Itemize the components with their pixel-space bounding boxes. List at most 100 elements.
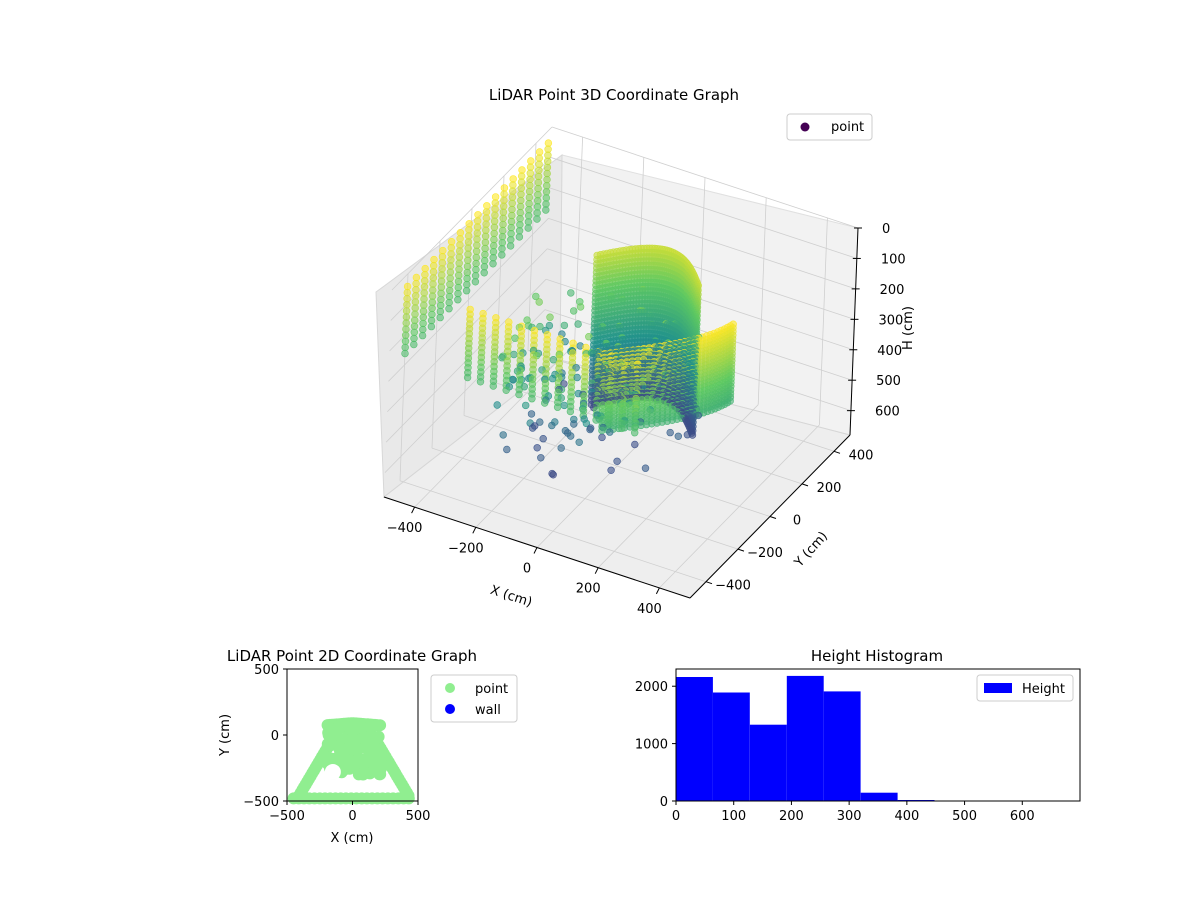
point-marker [430,262,438,270]
point-marker [490,241,498,250]
point-marker [517,184,525,192]
point-marker [427,316,436,325]
point-marker [516,215,524,223]
point-marker [544,139,553,147]
x-tick-label-hist: 0 [672,809,680,824]
point-marker [498,232,507,241]
point-marker [482,208,491,216]
point-marker [535,148,544,156]
point-marker [535,160,543,168]
point-marker [430,255,438,264]
x-tick-label-3d: 200 [576,582,601,597]
y-tick-label-3d: 200 [817,481,842,496]
point-marker [476,378,485,386]
point-marker [533,444,541,452]
x-tick-label-hist: 400 [894,809,919,824]
point-marker [502,386,510,394]
point-marker [525,206,533,214]
point-marker [490,235,498,244]
point-marker [437,301,445,310]
point-marker [592,416,600,424]
point-marker [542,194,550,202]
point-marker [465,226,473,234]
point-marker [598,433,606,442]
point-marker [613,457,621,465]
point-marker [491,211,499,219]
point-marker [463,274,471,283]
point-marker [465,232,473,240]
point-marker [507,223,515,232]
y-tick-label-3d: −400 [715,579,751,594]
point-marker [544,151,552,159]
grid-line-z [551,126,859,229]
point-marker [420,283,429,291]
grid-line-z [388,218,549,382]
point-marker [548,421,556,430]
point-marker [566,407,575,416]
y-tick-label-3d: −200 [747,546,783,561]
point-marker [542,188,551,196]
point-marker [410,328,418,336]
point-marker [503,445,511,454]
point-marker [490,229,498,238]
point-marker [447,256,455,264]
point-marker [560,401,568,410]
point-marker [630,429,639,437]
point-marker [421,271,429,279]
y-tick-label-2d: 0 [271,729,279,744]
point-marker [499,214,507,223]
point-marker [498,239,506,247]
point-marker [428,304,436,312]
point-marker [535,166,543,175]
point-marker [517,190,525,199]
point-marker [436,313,444,322]
z-tick-label-3d: 200 [880,283,905,298]
point-marker [526,163,535,171]
point-marker [553,403,562,411]
point-marker [454,283,462,292]
scatter-point [373,768,386,781]
point-marker [542,182,551,190]
scatter-point [325,724,338,737]
point-marker [473,235,481,243]
point-marker [471,272,480,280]
point-marker [411,304,419,312]
point-marker [455,271,463,279]
point-marker [480,263,489,271]
x-tick-label-hist: 600 [1010,809,1035,824]
point-marker [456,241,464,249]
point-marker [570,420,578,428]
point-marker [527,410,536,418]
x-tick-label-2d: −500 [269,809,305,824]
point-marker [533,215,541,223]
point-marker [446,280,454,288]
point-marker [456,247,464,255]
point-marker [463,373,472,382]
point-marker [402,307,411,315]
point-marker [481,256,489,265]
scatter-gap [315,778,330,793]
grid-line-x [819,217,828,425]
point-marker [535,154,543,162]
x-tick-label-3d: 0 [523,562,531,577]
point-marker [464,244,472,252]
legend-height-swatch [984,683,1012,693]
point-marker [546,313,554,321]
legend-3d: point [786,113,873,141]
point-marker [411,298,420,306]
x-tick-label-hist: 200 [779,809,804,824]
point-marker [481,232,490,241]
point-marker [688,431,697,439]
scatter-point [366,738,378,751]
point-marker [507,236,515,244]
legend-wall-label-2d: wall [475,703,501,718]
histogram-bar [712,692,750,801]
point-marker [576,303,585,311]
point-marker [472,259,480,268]
point-marker [472,265,480,274]
point-marker [641,464,650,472]
point-marker [402,319,410,327]
point-marker [419,307,428,315]
point-marker [569,307,578,315]
point-marker [537,454,545,462]
